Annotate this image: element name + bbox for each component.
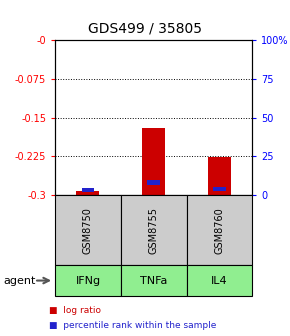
Text: ■  percentile rank within the sample: ■ percentile rank within the sample <box>49 321 217 330</box>
Text: GDS499 / 35805: GDS499 / 35805 <box>88 22 202 36</box>
Bar <box>55 195 121 265</box>
Bar <box>186 195 252 265</box>
Text: GSM8750: GSM8750 <box>83 207 93 254</box>
Bar <box>186 265 252 296</box>
Text: agent: agent <box>3 276 35 286</box>
Bar <box>77 191 99 195</box>
Bar <box>55 265 121 296</box>
Bar <box>213 186 226 191</box>
Text: IL4: IL4 <box>211 276 228 286</box>
Text: ■  log ratio: ■ log ratio <box>49 306 101 315</box>
Bar <box>208 157 231 195</box>
Bar <box>142 128 165 195</box>
Text: GSM8755: GSM8755 <box>149 207 159 254</box>
Bar <box>147 180 160 184</box>
Bar <box>82 188 94 192</box>
Bar <box>121 195 186 265</box>
Text: GSM8760: GSM8760 <box>214 207 224 254</box>
Bar <box>121 265 186 296</box>
Text: TNFa: TNFa <box>140 276 167 286</box>
Text: IFNg: IFNg <box>75 276 101 286</box>
